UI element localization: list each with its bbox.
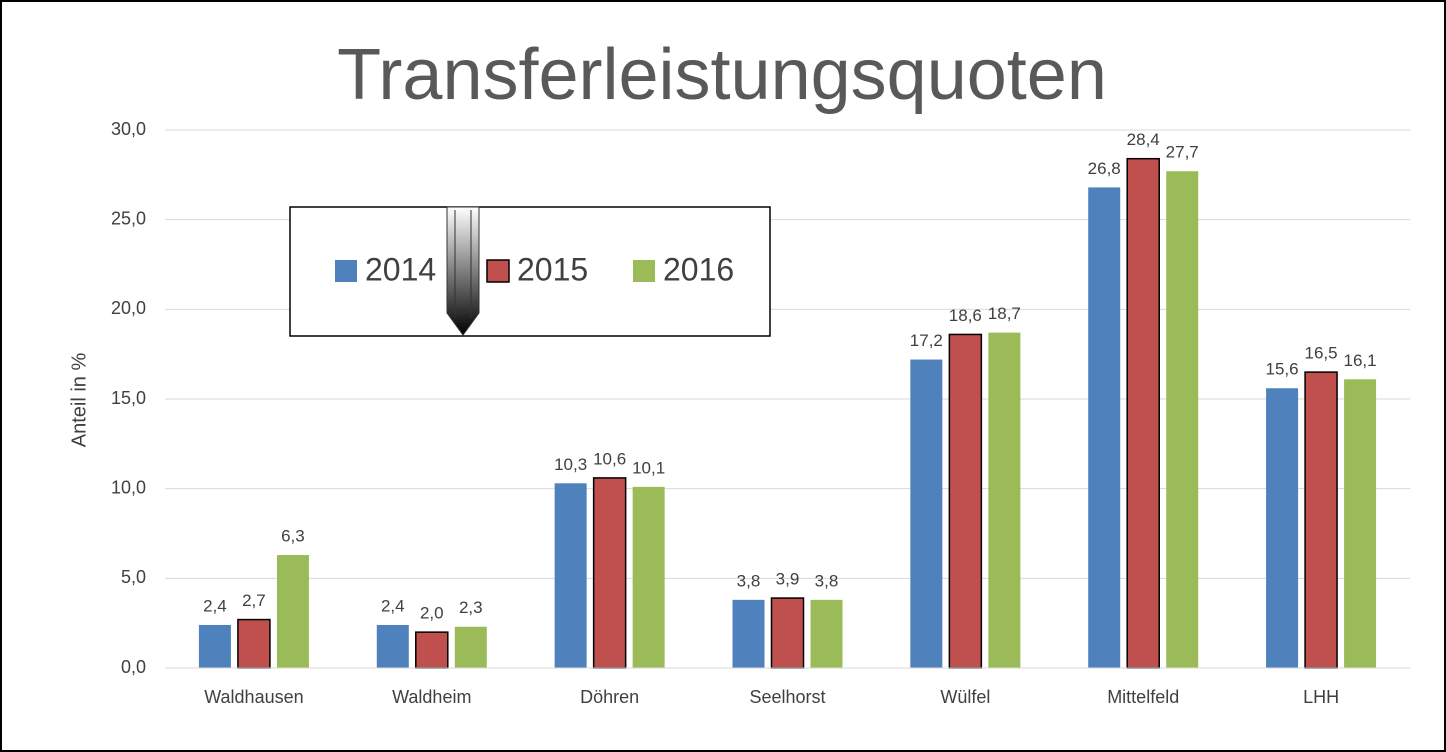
value-label: 18,7 <box>988 304 1021 323</box>
bar <box>910 359 943 668</box>
x-tick-label: Waldheim <box>392 687 471 707</box>
value-label: 15,6 <box>1266 360 1299 379</box>
value-label: 10,6 <box>593 449 626 468</box>
bar <box>632 486 665 668</box>
x-tick-label: Waldhausen <box>204 687 303 707</box>
bar <box>810 599 843 668</box>
value-label: 2,4 <box>203 596 227 615</box>
bar <box>770 597 805 669</box>
value-label: 28,4 <box>1127 130 1160 149</box>
value-label: 2,7 <box>242 591 266 610</box>
value-label: 10,3 <box>554 455 587 474</box>
bar <box>988 332 1021 668</box>
legend-label: 2015 <box>517 251 588 287</box>
bar <box>1166 171 1199 668</box>
bar <box>415 631 449 669</box>
bar <box>198 624 231 668</box>
y-axis-label: Anteil in % <box>68 353 90 448</box>
value-label: 18,6 <box>949 306 982 325</box>
y-tick-label: 5,0 <box>121 567 146 587</box>
legend: 2014 2015 2016 <box>335 251 734 287</box>
value-label: 16,5 <box>1305 344 1338 363</box>
bar <box>1344 379 1377 668</box>
bar <box>1126 157 1160 669</box>
x-tick-label: LHH <box>1303 687 1339 707</box>
y-tick-label: 15,0 <box>111 388 146 408</box>
value-label: 2,4 <box>381 596 405 615</box>
value-label: 26,8 <box>1088 159 1121 178</box>
legend-label: 2014 <box>365 251 436 287</box>
bar <box>1088 187 1121 669</box>
value-label: 6,3 <box>281 527 305 546</box>
y-tick-label: 0,0 <box>121 657 146 677</box>
value-label: 27,7 <box>1166 143 1199 162</box>
y-tick-label: 20,0 <box>111 298 146 318</box>
bar <box>554 483 587 668</box>
legend-box <box>289 206 771 337</box>
bar <box>592 477 627 669</box>
bar <box>948 333 983 669</box>
bar <box>276 555 309 668</box>
legend-swatch <box>486 259 510 283</box>
legend-swatch <box>335 260 357 282</box>
y-tick-label: 30,0 <box>111 119 146 139</box>
value-label: 3,9 <box>776 570 800 589</box>
value-label: 2,0 <box>420 604 444 623</box>
bar <box>454 626 487 668</box>
bar <box>1304 371 1338 669</box>
legend-swatch <box>633 260 655 282</box>
bar <box>1266 388 1299 668</box>
legend-arrow <box>446 206 480 336</box>
value-label: 3,8 <box>737 571 761 590</box>
x-tick-label: Döhren <box>580 687 639 707</box>
value-label: 17,2 <box>910 331 943 350</box>
y-tick-label: 10,0 <box>111 477 146 497</box>
chart-title: Transferleistungsquoten <box>337 35 1107 115</box>
bar <box>732 599 765 668</box>
plot-area: 0,0 5,0 10,0 15,0 20,0 25,0 30,0 Waldhausen 2,4 2… <box>111 119 1410 707</box>
value-label: 3,8 <box>815 571 839 590</box>
value-label: 10,1 <box>632 458 665 477</box>
value-label: 16,1 <box>1344 351 1377 370</box>
y-tick-label: 25,0 <box>111 208 146 228</box>
value-label: 2,3 <box>459 598 483 617</box>
bar <box>376 624 409 668</box>
bar <box>237 618 271 669</box>
legend-label: 2016 <box>663 251 734 287</box>
x-tick-label: Mittelfeld <box>1107 687 1179 707</box>
x-tick-label: Wülfel <box>940 687 990 707</box>
x-tick-label: Seelhorst <box>749 687 825 707</box>
